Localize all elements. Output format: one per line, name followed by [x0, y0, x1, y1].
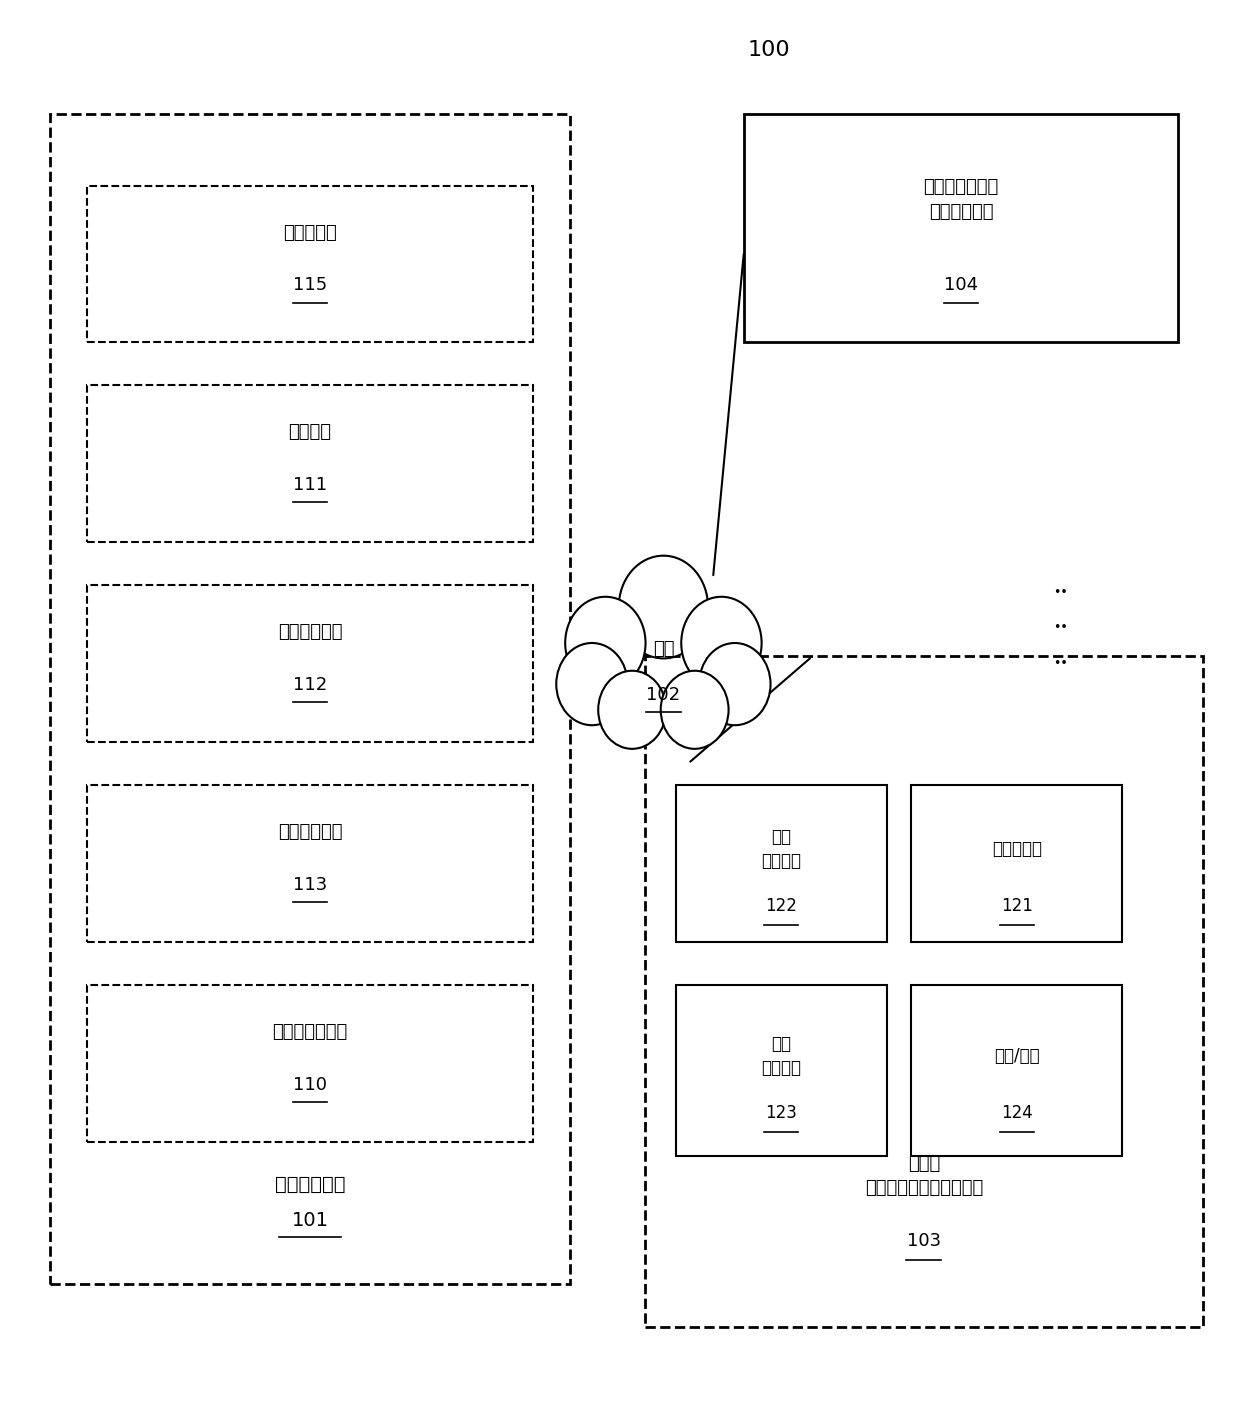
Text: 121: 121 [1001, 898, 1033, 915]
Text: 用户接口系统: 用户接口系统 [278, 823, 342, 841]
Text: 服务器
（例如，数据分析系统）: 服务器 （例如，数据分析系统） [864, 1154, 983, 1197]
Text: 102: 102 [646, 686, 681, 704]
FancyBboxPatch shape [87, 186, 533, 342]
Text: 104: 104 [944, 277, 978, 294]
Text: 103: 103 [906, 1233, 941, 1250]
Text: ••: •• [1053, 585, 1068, 599]
FancyBboxPatch shape [645, 656, 1203, 1327]
Text: 机器
学习引擎: 机器 学习引擎 [761, 828, 801, 870]
Text: 自动驾驶车辆: 自动驾驶车辆 [275, 1174, 345, 1194]
Text: 101: 101 [291, 1210, 329, 1230]
Text: ••: •• [1053, 621, 1068, 635]
FancyBboxPatch shape [87, 985, 533, 1142]
Text: 123: 123 [765, 1104, 797, 1122]
Text: 传感器系统: 传感器系统 [283, 224, 337, 241]
Text: 122: 122 [765, 898, 797, 915]
Text: 控制系统: 控制系统 [289, 424, 331, 441]
Text: 算法/模型: 算法/模型 [994, 1047, 1039, 1065]
FancyBboxPatch shape [911, 985, 1122, 1156]
FancyBboxPatch shape [676, 985, 887, 1156]
Text: 124: 124 [1001, 1104, 1033, 1122]
Text: ••: •• [1053, 656, 1068, 671]
FancyBboxPatch shape [744, 114, 1178, 342]
Circle shape [661, 671, 729, 749]
FancyBboxPatch shape [676, 785, 887, 942]
Circle shape [557, 644, 627, 725]
Text: 驾驶
统计数据: 驾驶 统计数据 [761, 1035, 801, 1077]
FancyBboxPatch shape [87, 585, 533, 742]
Text: 数据收集器: 数据收集器 [992, 841, 1042, 858]
Text: 111: 111 [293, 477, 327, 494]
Text: 110: 110 [293, 1076, 327, 1093]
FancyBboxPatch shape [87, 385, 533, 542]
Circle shape [565, 596, 646, 689]
Circle shape [598, 671, 666, 749]
Circle shape [681, 596, 761, 689]
Text: 网络: 网络 [652, 641, 675, 658]
Text: 感知与规划系统: 感知与规划系统 [273, 1023, 347, 1040]
Text: 112: 112 [293, 676, 327, 694]
Circle shape [699, 644, 770, 725]
Text: 113: 113 [293, 876, 327, 893]
Text: 100: 100 [748, 40, 790, 60]
FancyBboxPatch shape [87, 785, 533, 942]
Text: 115: 115 [293, 277, 327, 294]
Text: 无线通信系统: 无线通信系统 [278, 624, 342, 641]
Circle shape [619, 555, 708, 658]
Text: 服务器（例如，
地图和位置）: 服务器（例如， 地图和位置） [924, 178, 998, 221]
FancyBboxPatch shape [50, 114, 570, 1284]
FancyBboxPatch shape [911, 785, 1122, 942]
